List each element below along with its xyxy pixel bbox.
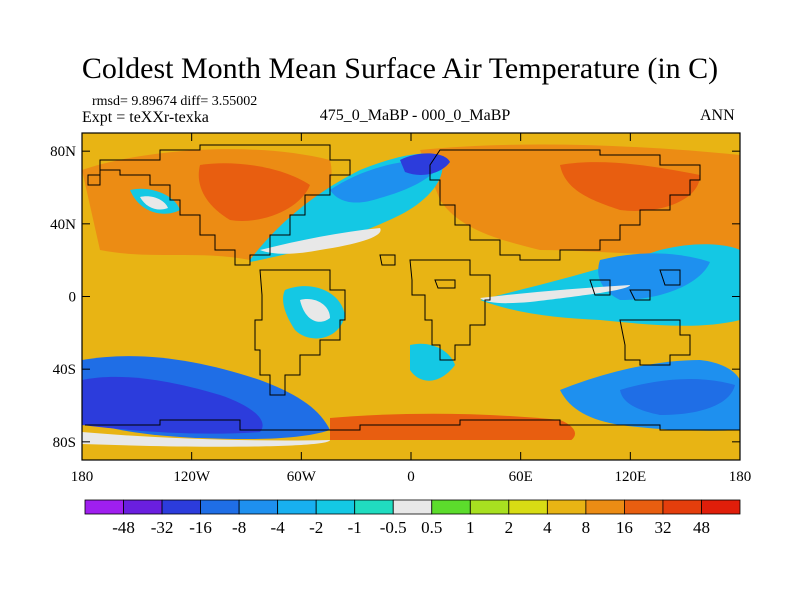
colorbar-label: 4 xyxy=(543,518,552,537)
coast-gondwana-east xyxy=(409,259,491,361)
field-arctic-2 xyxy=(140,196,168,210)
x-tick-label: 0 xyxy=(407,469,415,485)
colorbar-label: -1 xyxy=(348,518,362,537)
colorbar-swatch xyxy=(84,499,124,515)
field-hot-1 xyxy=(198,163,310,221)
colorbar-swatch xyxy=(585,499,625,515)
colorbar-swatch xyxy=(161,499,201,515)
y-tick-label: 40S xyxy=(53,362,76,378)
colorbar-label: -16 xyxy=(189,518,212,537)
colorbar-swatch xyxy=(277,499,317,515)
rmsd-stats: rmsd= 9.89674 diff= 3.55002 xyxy=(92,94,258,109)
colorbar-label: -0.5 xyxy=(380,518,407,537)
colorbar-label: -8 xyxy=(232,518,246,537)
colorbar-label: -4 xyxy=(271,518,286,537)
field-colder-pacific xyxy=(598,253,710,300)
colorbar-label: 1 xyxy=(466,518,475,537)
coast-laurentia xyxy=(87,144,351,266)
colorbar-label: 32 xyxy=(654,518,671,537)
colorbar-label: -2 xyxy=(309,518,323,537)
colorbar-label: -48 xyxy=(112,518,135,537)
coast-islands-mid xyxy=(379,254,456,289)
colorbar-label: -32 xyxy=(151,518,174,537)
field-warm-so xyxy=(330,413,575,447)
colorbar-label: 48 xyxy=(693,518,710,537)
field-colder-so-2 xyxy=(620,378,735,415)
field-hot-2 xyxy=(560,162,700,211)
colorbar-swatch xyxy=(431,499,471,515)
colorbar-swatch xyxy=(392,499,433,515)
field-neutral-2 xyxy=(480,285,630,304)
colorbar-swatch xyxy=(624,499,664,515)
colorbar: -48 -32 -16 -8 -4 -2 -1 -0.5 0.5 1 2 4 8 16 32 48 xyxy=(84,499,741,537)
field-neutral-3 xyxy=(300,299,330,322)
x-tick-label: 180 xyxy=(729,469,752,485)
coast-baltica-siberia xyxy=(429,149,701,261)
colorbar-swatch xyxy=(508,499,548,515)
colorbar-swatch xyxy=(238,499,279,515)
field-cold-south-atl xyxy=(410,343,455,381)
colorbar-swatch xyxy=(200,499,240,515)
temperature-field xyxy=(82,133,740,460)
x-tick-label: 60W xyxy=(287,469,317,485)
x-tick-label: 120E xyxy=(614,469,646,485)
colorbar-swatch xyxy=(469,499,510,515)
x-tick-label: 180 xyxy=(71,469,94,485)
season-label: ANN xyxy=(700,107,735,124)
y-axis: 80N 40N 0 40S 80S xyxy=(50,144,740,451)
field-colder-atlantic xyxy=(400,153,450,175)
coast-islands-east xyxy=(589,269,681,301)
colorbar-swatch xyxy=(662,499,702,515)
colorbar-label: 0.5 xyxy=(421,518,442,537)
y-tick-label: 40N xyxy=(50,217,76,233)
x-tick-label: 120W xyxy=(173,469,211,485)
colorbar-label: 8 xyxy=(582,518,591,537)
colorbar-swatch xyxy=(123,499,163,515)
y-tick-label: 80S xyxy=(53,435,76,451)
field-neutral-1 xyxy=(260,228,381,254)
colorbar-swatch xyxy=(701,499,741,515)
experiment-label: Expt = teXXr-texka xyxy=(82,109,209,126)
colorbar-label: 2 xyxy=(505,518,514,537)
colorbar-label: 16 xyxy=(616,518,633,537)
coast-antarctica xyxy=(85,419,740,431)
coastlines xyxy=(85,144,740,431)
chart-title: Coldest Month Mean Surface Air Temperatu… xyxy=(81,52,719,85)
center-label: 475_0_MaBP - 000_0_MaBP xyxy=(319,107,511,124)
field-neutral-4 xyxy=(82,432,330,447)
colorbar-swatch xyxy=(546,499,587,515)
colorbar-swatch xyxy=(354,499,394,515)
y-tick-label: 80N xyxy=(50,144,76,160)
field-colder-so-1 xyxy=(82,376,263,434)
x-axis: 180 120W 60W 0 60E 120E 180 xyxy=(71,133,752,485)
coast-gondwana-west xyxy=(254,269,346,396)
colorbar-swatch xyxy=(315,499,356,515)
x-tick-label: 60E xyxy=(509,469,533,485)
coast-australia xyxy=(619,319,691,366)
y-tick-label: 0 xyxy=(69,290,77,306)
